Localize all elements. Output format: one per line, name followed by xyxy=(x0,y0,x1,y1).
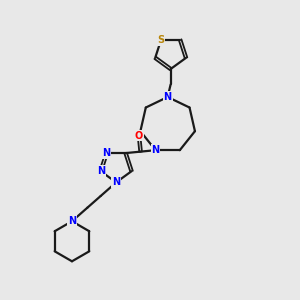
Text: N: N xyxy=(152,145,160,155)
Text: N: N xyxy=(103,148,111,158)
Text: N: N xyxy=(164,92,172,102)
Text: N: N xyxy=(97,166,105,176)
Text: N: N xyxy=(68,216,76,226)
Text: O: O xyxy=(135,130,143,140)
Text: N: N xyxy=(112,177,120,188)
Text: S: S xyxy=(158,35,165,45)
